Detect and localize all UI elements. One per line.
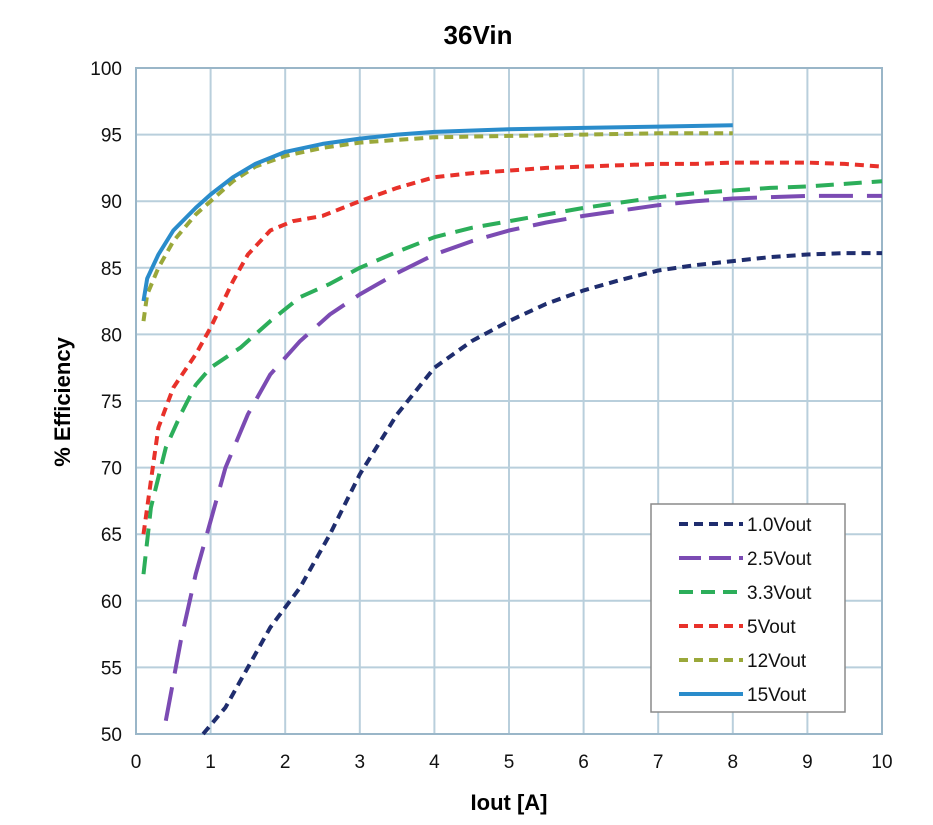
legend: 1.0Vout 2.5Vout 3.3Vout 5Vout 12Vout 15Vout (650, 503, 846, 713)
legend-label: 12Vout (747, 651, 807, 672)
legend-label: 15Vout (747, 685, 807, 706)
series-line-5vout (141, 160, 883, 535)
x-tick-label: 5 (504, 752, 515, 773)
y-tick-label: 100 (90, 59, 122, 80)
x-tick-label: 2 (280, 752, 291, 773)
y-tick-label: 75 (101, 392, 122, 413)
legend-label: 1.0Vout (747, 515, 812, 536)
x-tick-labels: 0 1 2 3 4 5 6 7 8 9 10 (131, 752, 893, 773)
y-tick-label: 60 (101, 592, 122, 613)
x-tick-label: 6 (578, 752, 589, 773)
series-lines (141, 123, 883, 736)
y-tick-label: 65 (101, 525, 122, 546)
x-tick-label: 9 (802, 752, 813, 773)
x-tick-label: 10 (871, 752, 892, 773)
x-tick-label: 0 (131, 752, 142, 773)
legend-label: 3.3Vout (747, 583, 812, 604)
y-tick-label: 90 (101, 192, 122, 213)
series-line-12vout (141, 131, 733, 322)
y-tick-label: 80 (101, 325, 122, 346)
y-tick-label: 70 (101, 459, 122, 480)
chart-title: 36Vin (444, 20, 513, 50)
y-tick-labels: 50 55 60 65 70 75 80 85 90 95 100 (90, 59, 122, 746)
legend-box (650, 503, 846, 713)
x-tick-label: 1 (205, 752, 216, 773)
x-tick-label: 8 (728, 752, 739, 773)
y-tick-label: 85 (101, 259, 122, 280)
series-line-1-0vout (201, 251, 882, 736)
x-axis-label: Iout [A] (471, 790, 548, 815)
series-line-3-3vout (141, 179, 883, 575)
plot-frame (135, 67, 883, 735)
legend-label: 2.5Vout (747, 549, 812, 570)
x-tick-label: 4 (429, 752, 440, 773)
y-tick-label: 55 (101, 658, 122, 679)
series-line-2-5vout (163, 193, 882, 722)
legend-label: 5Vout (747, 617, 796, 638)
series-line-15vout (141, 123, 733, 302)
x-tick-label: 3 (355, 752, 366, 773)
y-axis-label: % Efficiency (50, 336, 75, 466)
x-tick-label: 7 (653, 752, 664, 773)
y-tick-label: 50 (101, 725, 122, 746)
y-tick-label: 95 (101, 126, 122, 147)
